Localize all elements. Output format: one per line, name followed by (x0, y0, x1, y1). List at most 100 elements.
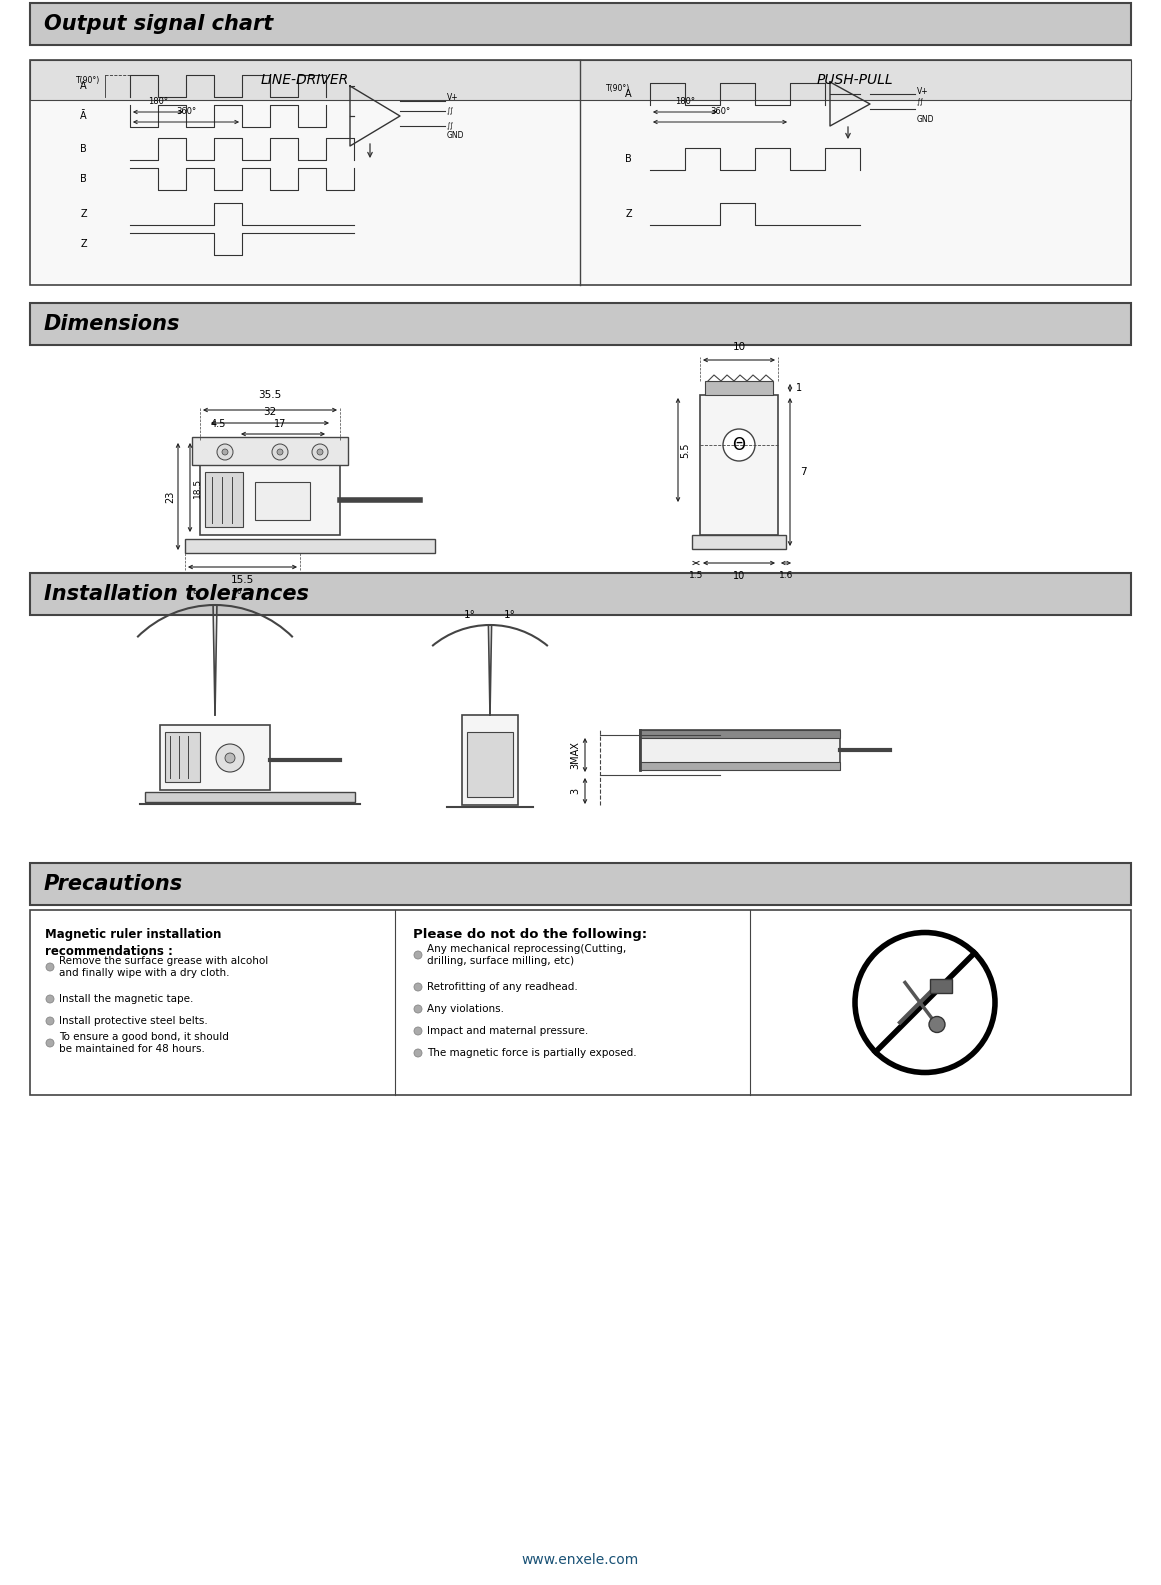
Text: V+: V+ (917, 87, 929, 95)
Bar (30, 60, 1131, 285)
Text: B̄: B̄ (80, 174, 87, 184)
Text: Remove the surface grease with alcohol
and finally wipe with a dry cloth.: Remove the surface grease with alcohol a… (59, 956, 268, 978)
Circle shape (272, 444, 288, 460)
Text: 180°: 180° (675, 97, 695, 106)
Text: GND: GND (917, 114, 935, 124)
Text: Any mechanical reprocessing(Cutting,
drilling, surface milling, etc): Any mechanical reprocessing(Cutting, dri… (427, 943, 626, 967)
Text: Ā: Ā (80, 111, 87, 120)
Circle shape (46, 1040, 55, 1048)
Text: 1°: 1° (504, 610, 515, 620)
Text: 17: 17 (274, 418, 287, 430)
Text: 1.5: 1.5 (688, 571, 704, 580)
Bar (705, 380, 773, 395)
Bar (700, 395, 778, 536)
Bar (30, 303, 1131, 346)
Circle shape (277, 449, 283, 455)
Text: A: A (626, 89, 632, 98)
Circle shape (46, 964, 55, 972)
Text: B: B (80, 144, 87, 154)
Text: Precautions: Precautions (44, 873, 183, 894)
Circle shape (46, 995, 55, 1003)
Text: 10: 10 (733, 342, 745, 352)
Circle shape (217, 444, 233, 460)
Bar (467, 732, 513, 797)
Text: Dimensions: Dimensions (44, 314, 180, 334)
Circle shape (723, 430, 755, 461)
Circle shape (854, 932, 995, 1073)
Bar (30, 574, 1131, 615)
Text: 7: 7 (800, 468, 807, 477)
Text: 32: 32 (264, 407, 276, 417)
Bar (930, 978, 952, 992)
Text: Θ: Θ (733, 436, 745, 453)
Text: 4.5: 4.5 (210, 418, 225, 430)
Text: 1°: 1° (464, 610, 476, 620)
Text: A: A (80, 81, 87, 90)
Circle shape (312, 444, 329, 460)
Text: Retrofitting of any readhead.: Retrofitting of any readhead. (427, 983, 578, 992)
Text: 1: 1 (796, 384, 802, 393)
Text: LINE-DRIVER: LINE-DRIVER (261, 73, 349, 87)
Text: 1°: 1° (187, 590, 199, 601)
Text: 360°: 360° (176, 108, 196, 116)
Text: GND: GND (447, 132, 464, 141)
Bar (145, 792, 355, 802)
Bar (30, 862, 1131, 905)
Circle shape (46, 1018, 55, 1025)
Text: 1.6: 1.6 (779, 571, 793, 580)
Circle shape (929, 1016, 945, 1032)
Bar (462, 715, 518, 805)
Text: Install protective steel belts.: Install protective steel belts. (59, 1016, 208, 1025)
Bar (692, 536, 786, 548)
Circle shape (414, 1005, 421, 1013)
Text: 23: 23 (165, 490, 175, 502)
Text: 18.5: 18.5 (193, 477, 202, 498)
Bar (200, 441, 340, 536)
Text: V+: V+ (447, 94, 459, 103)
Text: The magnetic force is partially exposed.: The magnetic force is partially exposed. (427, 1048, 636, 1059)
Circle shape (414, 951, 421, 959)
Text: PUSH-PULL: PUSH-PULL (816, 73, 893, 87)
Text: Any violations.: Any violations. (427, 1003, 504, 1014)
Bar (185, 539, 435, 553)
Text: Output signal chart: Output signal chart (44, 14, 273, 33)
Text: Z: Z (80, 209, 87, 219)
Bar (30, 3, 1131, 44)
Bar (30, 910, 1131, 1095)
Bar (255, 482, 310, 520)
Text: 10: 10 (733, 571, 745, 582)
Circle shape (414, 983, 421, 991)
Bar (30, 60, 1131, 100)
Text: T(90°): T(90°) (75, 76, 100, 86)
Bar (160, 724, 271, 789)
Text: Please do not do the following:: Please do not do the following: (413, 927, 647, 941)
Text: ∫∫: ∫∫ (447, 122, 454, 130)
Circle shape (414, 1049, 421, 1057)
Circle shape (317, 449, 323, 455)
Text: 3: 3 (570, 788, 580, 794)
Bar (165, 732, 200, 781)
Circle shape (225, 753, 235, 762)
Text: Z̄: Z̄ (80, 239, 87, 249)
Text: T(90°): T(90°) (606, 84, 630, 94)
Text: To ensure a good bond, it should
be maintained for 48 hours.: To ensure a good bond, it should be main… (59, 1032, 229, 1054)
Text: Magnetic ruler installation
recommendations :: Magnetic ruler installation recommendati… (45, 927, 222, 957)
Bar (640, 762, 841, 770)
Text: 180°: 180° (147, 97, 168, 106)
Bar (192, 437, 348, 464)
Text: 15.5: 15.5 (230, 575, 253, 585)
Text: 360°: 360° (709, 108, 730, 116)
Text: 1°: 1° (231, 590, 243, 601)
Circle shape (414, 1027, 421, 1035)
Text: 3MAX: 3MAX (570, 742, 580, 769)
Circle shape (222, 449, 228, 455)
Text: ∫∫: ∫∫ (447, 108, 454, 114)
Text: 5.5: 5.5 (680, 442, 690, 458)
Bar (205, 472, 243, 526)
Text: B: B (626, 154, 632, 163)
Text: Installation tolerances: Installation tolerances (44, 583, 309, 604)
Text: Install the magnetic tape.: Install the magnetic tape. (59, 994, 194, 1003)
Circle shape (216, 743, 244, 772)
Bar (640, 731, 841, 739)
Text: Z: Z (626, 209, 632, 219)
